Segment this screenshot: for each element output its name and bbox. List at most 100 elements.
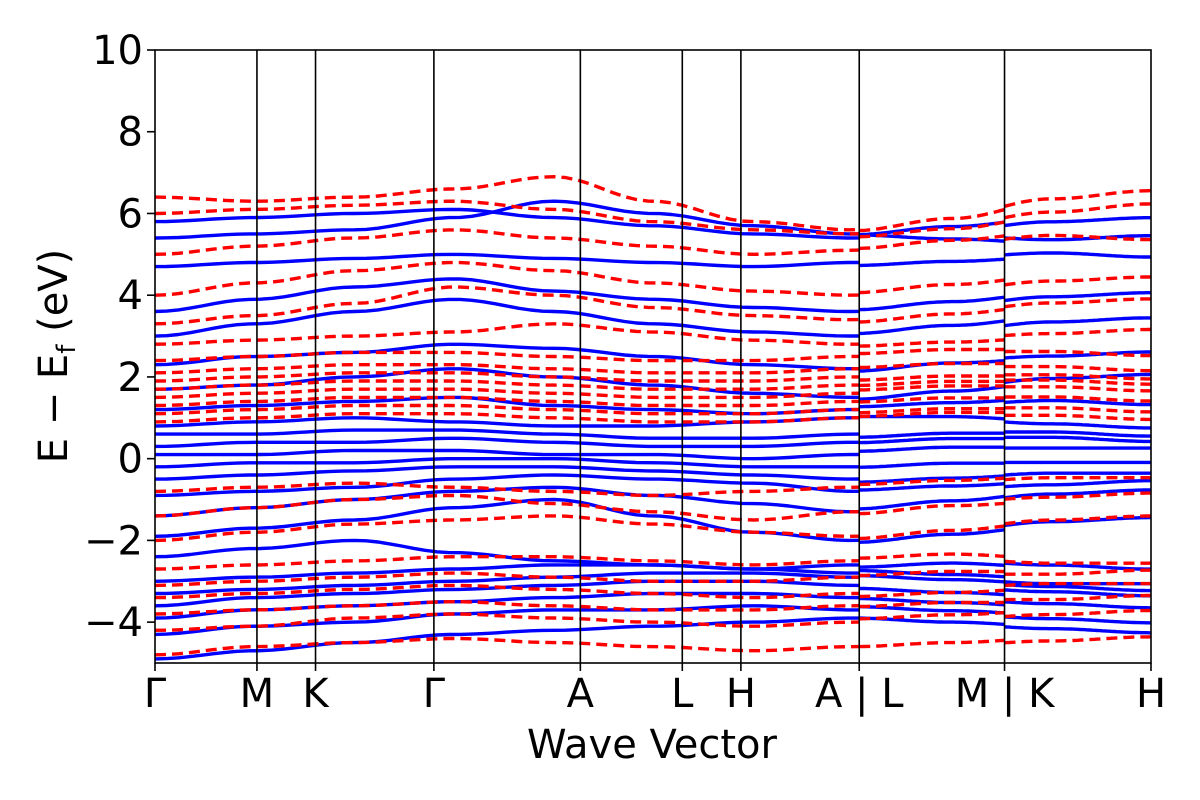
band-down-22-seg-1 bbox=[859, 207, 1005, 233]
band-down-8-seg-0 bbox=[155, 481, 860, 498]
band-up-1-seg-2 bbox=[1004, 615, 1151, 625]
band-down-21-seg-0 bbox=[155, 199, 860, 236]
band-down-0-seg-0 bbox=[155, 636, 860, 657]
band-up-12-seg-0 bbox=[155, 448, 860, 461]
band-up-8-seg-1 bbox=[859, 494, 1005, 511]
band-down-7-seg-0 bbox=[155, 493, 860, 522]
band-down-12-seg-0 bbox=[155, 387, 860, 400]
band-up-18-seg-2 bbox=[1004, 350, 1151, 360]
band-up-14-seg-2 bbox=[1004, 430, 1151, 438]
band-up-9-seg-2 bbox=[1004, 479, 1151, 489]
band-up-11-seg-1 bbox=[859, 461, 1005, 469]
band-up-1-seg-1 bbox=[859, 605, 1005, 615]
band-up-7-seg-1 bbox=[859, 528, 1005, 544]
band-up-1-seg-0 bbox=[155, 604, 860, 637]
band-down-17-seg-2 bbox=[1004, 327, 1151, 338]
band-up-9-seg-0 bbox=[155, 473, 860, 498]
band-down-1-seg-1 bbox=[859, 610, 1005, 621]
band-down-22-seg-0 bbox=[155, 175, 860, 232]
band-down-2-seg-2 bbox=[1004, 593, 1151, 602]
band-up-17-seg-0 bbox=[155, 367, 860, 399]
y-axis-label-prefix: E − E bbox=[31, 354, 77, 464]
band-down-16-seg-1 bbox=[859, 347, 1005, 356]
band-up-21-seg-0 bbox=[155, 252, 860, 269]
band-down-5-seg-2 bbox=[1004, 559, 1151, 565]
band-down-8-seg-2 bbox=[1004, 476, 1151, 482]
y-axis-label: E − Ef (eV) bbox=[31, 249, 82, 464]
band-down-9-seg-2 bbox=[1004, 413, 1151, 422]
band-up-4-seg-0 bbox=[155, 571, 860, 596]
y-axis-label-suffix: (eV) bbox=[31, 249, 77, 345]
band-up-21-seg-1 bbox=[859, 257, 1005, 268]
band-down-15-seg-1 bbox=[859, 361, 1005, 370]
band-down-7-seg-2 bbox=[1004, 491, 1151, 501]
series-spin-down bbox=[155, 175, 1151, 657]
x-tick-label-2: K bbox=[302, 671, 330, 717]
band-up-10-seg-0 bbox=[155, 465, 860, 481]
band-up-20-seg-1 bbox=[859, 295, 1005, 312]
band-up-13-seg-2 bbox=[1004, 435, 1151, 444]
band-down-6-seg-2 bbox=[1004, 514, 1151, 526]
band-down-18-seg-1 bbox=[859, 307, 1005, 324]
band-down-5-seg-1 bbox=[859, 552, 1005, 560]
band-up-8-seg-0 bbox=[155, 485, 860, 518]
band-down-15-seg-0 bbox=[155, 363, 860, 375]
band-up-4-seg-1 bbox=[859, 573, 1005, 584]
band-down-4-seg-2 bbox=[1004, 568, 1151, 576]
x-tick-label-0: Γ bbox=[144, 671, 167, 717]
band-up-0-seg-0 bbox=[155, 616, 860, 661]
band-down-22-seg-2 bbox=[1004, 189, 1151, 208]
band-up-11-seg-0 bbox=[155, 457, 860, 469]
band-down-1-seg-2 bbox=[1004, 608, 1151, 619]
band-up-20-seg-0 bbox=[155, 277, 860, 314]
band-up-10-seg-2 bbox=[1004, 471, 1151, 477]
band-up-16-seg-2 bbox=[1004, 398, 1151, 407]
band-down-17-seg-0 bbox=[155, 322, 860, 346]
band-up-0-seg-2 bbox=[1004, 625, 1151, 635]
x-tick-label-7: A | L bbox=[815, 671, 904, 717]
band-up-8-seg-2 bbox=[1004, 488, 1151, 500]
y-tick-label-6: 8 bbox=[118, 110, 143, 156]
band-up-9-seg-1 bbox=[859, 482, 1005, 492]
band-down-17-seg-1 bbox=[859, 338, 1005, 348]
band-down-21-seg-2 bbox=[1004, 202, 1151, 220]
band-up-10-seg-1 bbox=[859, 474, 1005, 484]
band-up-17-seg-1 bbox=[859, 384, 1005, 401]
band-down-7-seg-1 bbox=[859, 501, 1005, 516]
band-down-14-seg-1 bbox=[859, 374, 1005, 382]
x-tick-label-1: M bbox=[240, 671, 275, 717]
band-down-11-seg-2 bbox=[1004, 395, 1151, 403]
band-down-1-seg-0 bbox=[155, 612, 860, 632]
band-down-3-seg-0 bbox=[155, 583, 860, 600]
band-down-13-seg-2 bbox=[1004, 378, 1151, 386]
band-up-12-seg-1 bbox=[859, 445, 1005, 453]
band-down-15-seg-2 bbox=[1004, 364, 1151, 373]
band-up-20-seg-2 bbox=[1004, 291, 1151, 303]
y-tick-label-5: 6 bbox=[118, 191, 143, 237]
band-up-23-seg-2 bbox=[1004, 216, 1151, 228]
y-tick-label-7: 10 bbox=[92, 28, 143, 74]
x-tick-label-3: Γ bbox=[423, 671, 446, 717]
y-tick-label-0: −4 bbox=[84, 600, 143, 646]
band-down-19-seg-1 bbox=[859, 278, 1005, 295]
band-up-13-seg-0 bbox=[155, 436, 860, 449]
band-up-13-seg-1 bbox=[859, 436, 1005, 445]
band-down-4-seg-1 bbox=[859, 569, 1005, 578]
band-down-13-seg-0 bbox=[155, 379, 860, 391]
x-tick-label-4: A bbox=[567, 671, 595, 717]
y-tick-label-3: 2 bbox=[118, 355, 143, 401]
band-down-8-seg-1 bbox=[859, 476, 1005, 487]
band-down-9-seg-0 bbox=[155, 412, 860, 424]
band-up-19-seg-2 bbox=[1004, 316, 1151, 328]
band-down-14-seg-2 bbox=[1004, 373, 1151, 381]
y-tick-label-2: 0 bbox=[118, 437, 143, 483]
band-up-15-seg-2 bbox=[1004, 420, 1151, 430]
band-up-22-seg-0 bbox=[155, 199, 860, 240]
band-down-12-seg-2 bbox=[1004, 385, 1151, 393]
plot-frame bbox=[154, 49, 1152, 664]
x-tick-label-6: H bbox=[726, 671, 756, 717]
band-down-2-seg-1 bbox=[859, 600, 1005, 609]
band-down-19-seg-2 bbox=[1004, 275, 1151, 287]
band-down-10-seg-1 bbox=[859, 407, 1005, 415]
band-down-13-seg-1 bbox=[859, 379, 1005, 388]
